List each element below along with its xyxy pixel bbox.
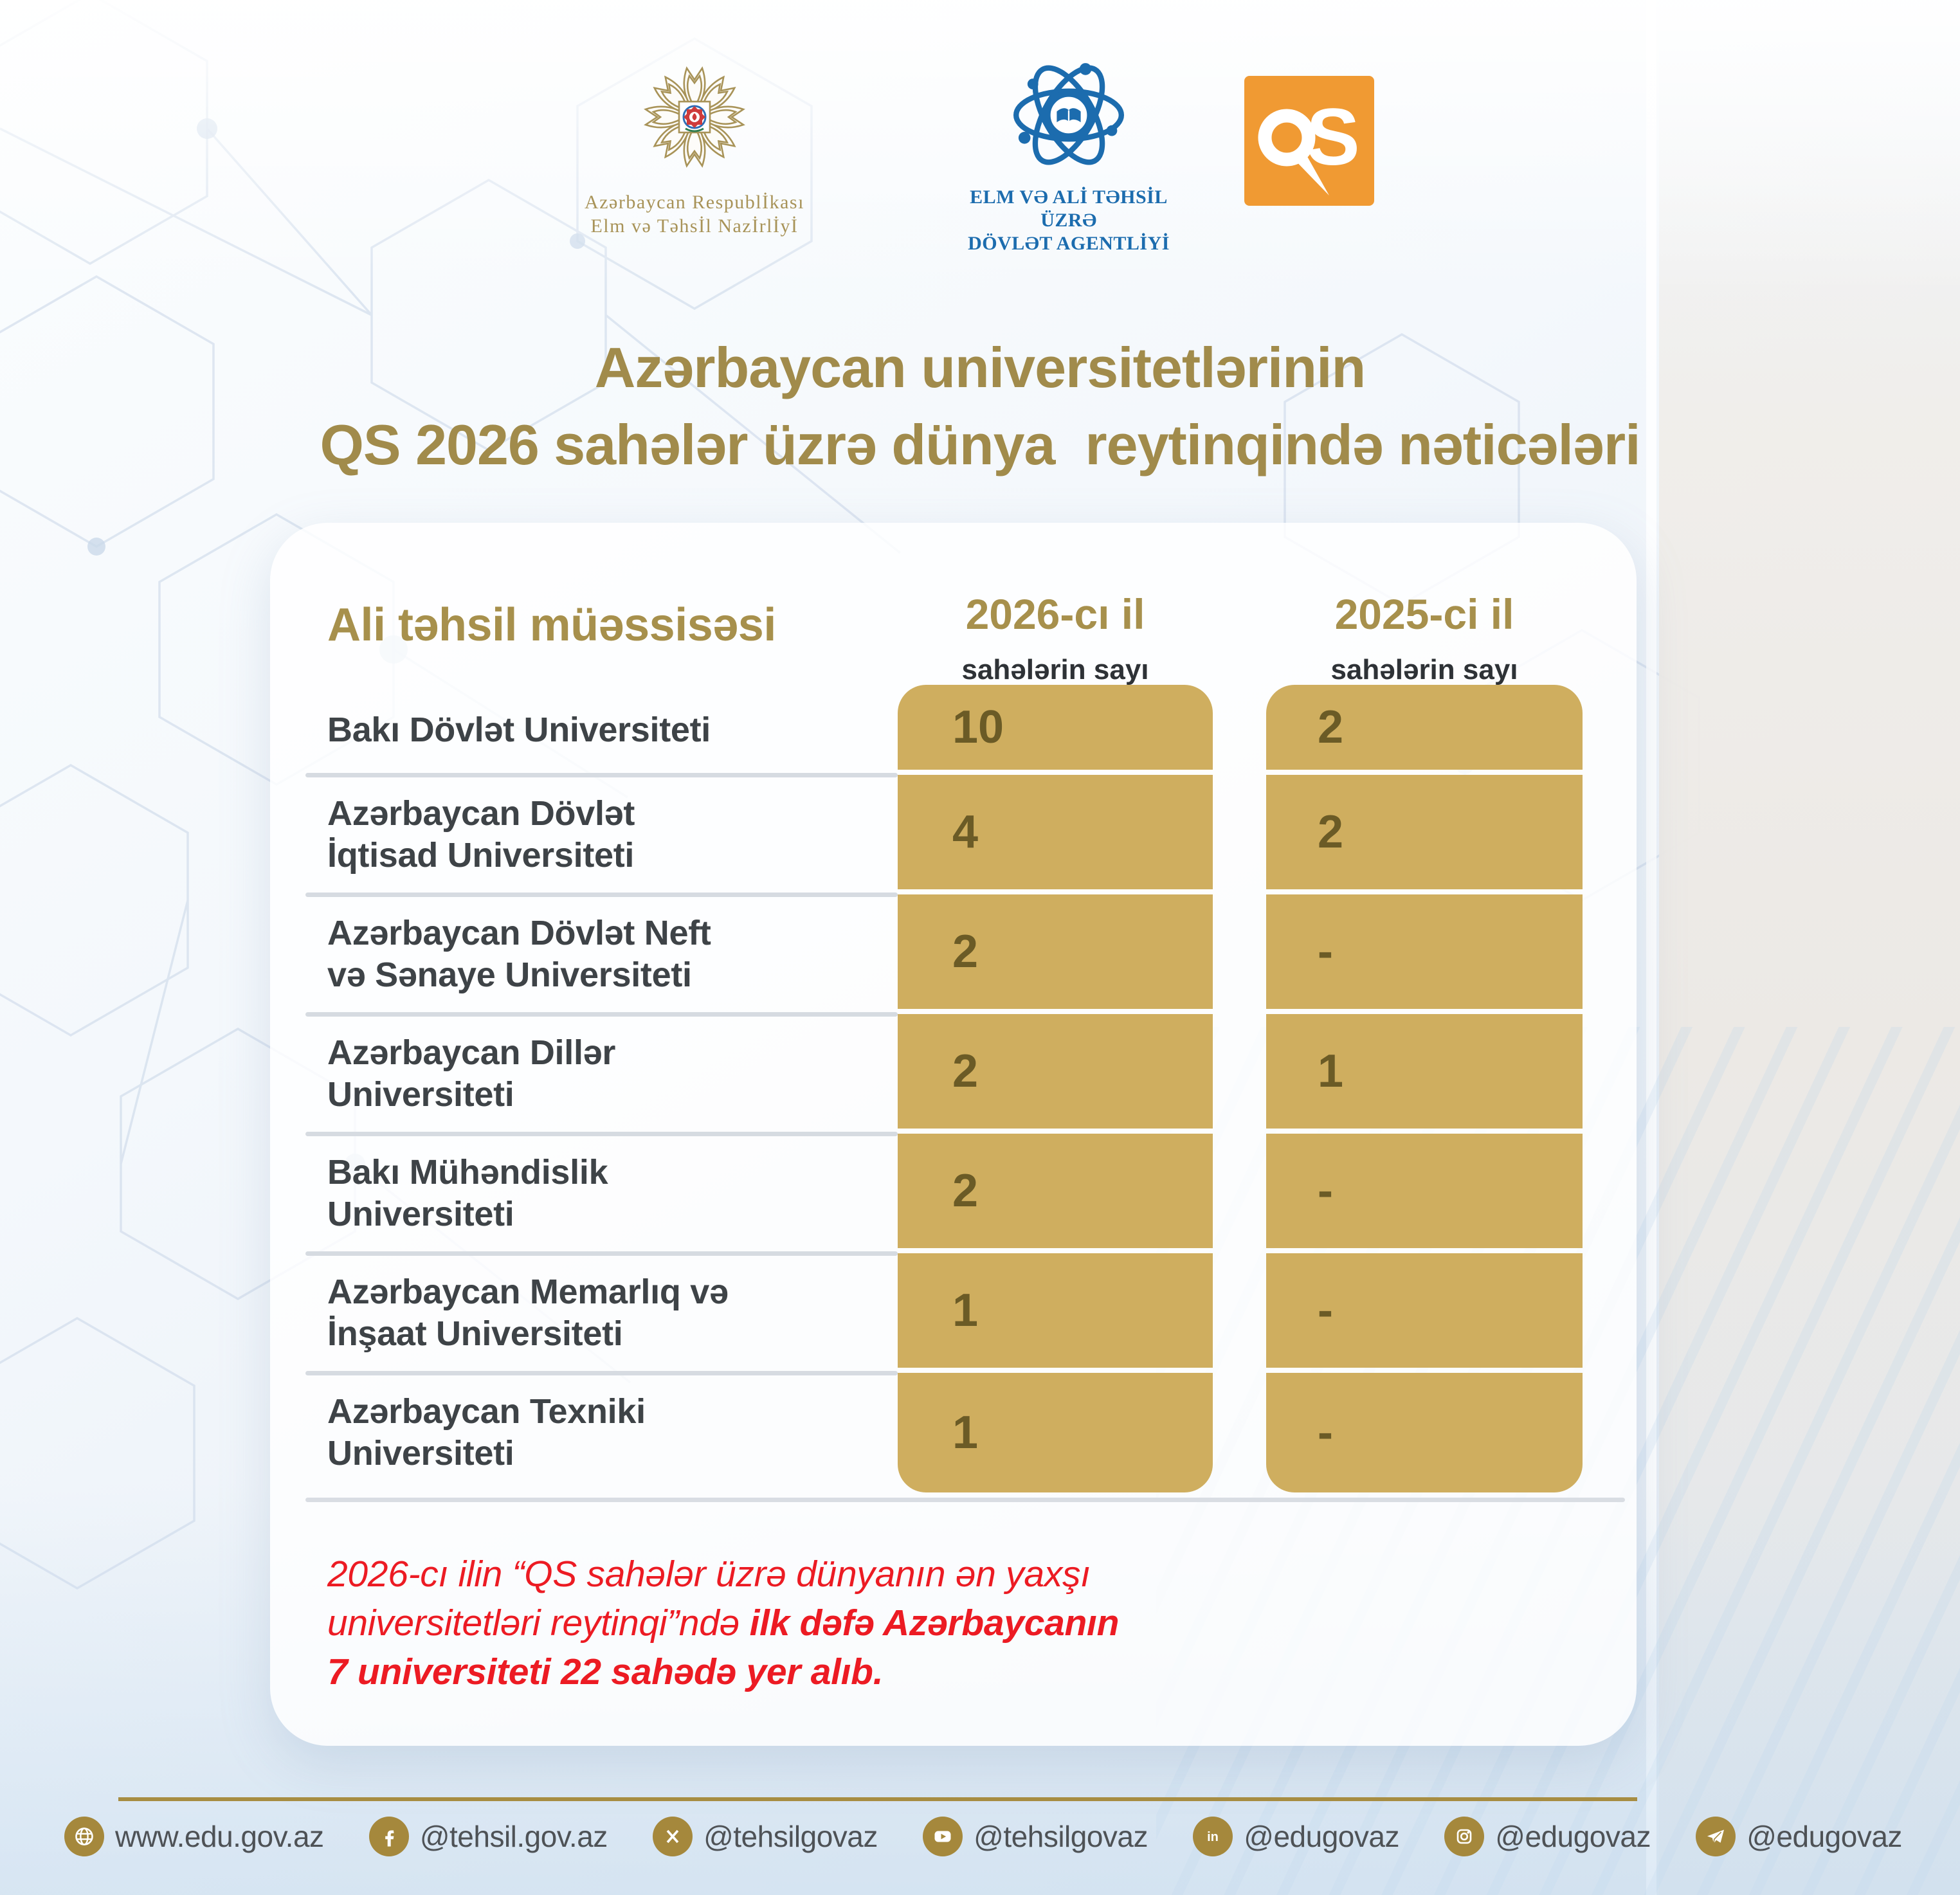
- agency-name-line1: ELM VƏ ALİ TƏHSİL ÜZRƏ: [970, 186, 1168, 231]
- note-line1: 2026-cı ilin “QS sahələr üzrə dünyanın ə…: [327, 1554, 1091, 1595]
- university-name-column: Bakı Dövlət Universiteti Azərbaycan Dövl…: [327, 685, 893, 1492]
- title-line2: QS 2026 sahələr üzrə dünya reytinqində n…: [320, 412, 1640, 476]
- footer-item-linkedin[interactable]: in @edugovaz: [1193, 1817, 1399, 1856]
- footer-item-x[interactable]: @tehsilgovaz: [653, 1817, 878, 1856]
- facebook-icon: [368, 1817, 409, 1856]
- ministry-logo: Azərbaycan Respublİkası Elm və Təhsİl Na…: [540, 53, 849, 238]
- value-cell-2026: 2: [898, 1014, 1213, 1129]
- values-column-2026: 10 4 2 2 2 1 1: [898, 685, 1213, 1492]
- column-header-institution: Ali təhsil müəssisəsi: [327, 599, 776, 651]
- svg-text:S: S: [1306, 93, 1359, 182]
- footer-divider: [118, 1797, 1637, 1801]
- table-bottom-line: [305, 1498, 1625, 1502]
- agency-atom-icon: [1013, 63, 1125, 165]
- note-line2: universitetləri reytinqi”ndə ilk dəfə Az…: [327, 1602, 1120, 1644]
- qs-logo-icon: S: [1244, 76, 1374, 206]
- value-cell-2026: 4: [898, 775, 1213, 889]
- footer-label: www.edu.gov.az: [115, 1820, 324, 1853]
- note-line3: 7 universiteti 22 sahədə yer alıb.: [327, 1651, 884, 1692]
- footer-label: @tehsil.gov.az: [419, 1820, 608, 1853]
- value-cell-2026: 1: [898, 1373, 1213, 1492]
- row-separator: [305, 1132, 898, 1136]
- university-name: Bakı Dövlət Universiteti: [327, 710, 711, 749]
- qs-logo: S: [1244, 76, 1374, 206]
- footer-label: @edugovaz: [1747, 1820, 1902, 1853]
- university-name: Azərbaycan Dövlət Neft və Sənaye Univers…: [327, 914, 711, 994]
- youtube-icon: [923, 1817, 963, 1856]
- values-column-2025: 2 2 - 1 - - -: [1266, 685, 1583, 1492]
- value-cell-2025: -: [1266, 1373, 1583, 1492]
- agency-logo: ELM VƏ ALİ TƏHSİL ÜZRƏ DÖVLƏT AGENTLİYİ: [940, 55, 1197, 255]
- row-separator: [305, 1251, 898, 1256]
- footer-item-website[interactable]: www.edu.gov.az: [64, 1817, 324, 1856]
- row-separator: [305, 893, 898, 897]
- x-icon: [653, 1817, 693, 1856]
- svg-text:in: in: [1207, 1830, 1219, 1844]
- results-card: Ali təhsil müəssisəsi 2026-cı il 2025-ci…: [270, 523, 1637, 1746]
- page-title: Azərbaycan universitetlərinin QS 2026 sa…: [0, 329, 1960, 483]
- footer-item-instagram[interactable]: @edugovaz: [1444, 1817, 1651, 1856]
- row-separator: [305, 1012, 898, 1017]
- instagram-icon: [1444, 1817, 1485, 1856]
- university-name: Azərbaycan Dillər Universiteti: [327, 1033, 616, 1114]
- value-cell-2026: 2: [898, 894, 1213, 1009]
- background-top-glow: [0, 0, 1960, 296]
- footer-label: @edugovaz: [1495, 1820, 1651, 1853]
- university-name: Azərbaycan Texniki Universiteti: [327, 1392, 646, 1473]
- university-name: Azərbaycan Memarlıq və İnşaat Universite…: [327, 1273, 729, 1353]
- highlight-note: 2026-cı ilin “QS sahələr üzrə dünyanın ə…: [327, 1550, 1472, 1696]
- background-stripe: [1646, 0, 1656, 1895]
- column-subheader-2026: sahələrin sayı: [961, 654, 1149, 685]
- value-cell-2025: 2: [1266, 685, 1583, 770]
- linkedin-icon: in: [1193, 1817, 1233, 1856]
- footer-social-bar: www.edu.gov.az @tehsil.gov.az @tehsilgov…: [64, 1813, 1902, 1860]
- row-separator: [305, 773, 898, 777]
- footer-label: @edugovaz: [1244, 1820, 1399, 1853]
- agency-name-line2: DÖVLƏT AGENTLİYİ: [968, 233, 1170, 254]
- university-name: Azərbaycan Dövlət İqtisad Universiteti: [327, 794, 635, 875]
- value-cell-2025: -: [1266, 1253, 1583, 1368]
- value-cell-2025: -: [1266, 894, 1583, 1009]
- footer-item-youtube[interactable]: @tehsilgovaz: [923, 1817, 1148, 1856]
- footer-label: @tehsilgovaz: [974, 1820, 1148, 1853]
- value-cell-2026: 10: [898, 685, 1213, 770]
- value-cell-2026: 1: [898, 1253, 1213, 1368]
- ministry-emblem-icon: [644, 67, 745, 167]
- value-cell-2026: 2: [898, 1134, 1213, 1248]
- footer-item-telegram[interactable]: @edugovaz: [1696, 1817, 1902, 1856]
- telegram-icon: [1696, 1817, 1736, 1856]
- row-separator: [305, 1371, 898, 1375]
- footer-item-facebook[interactable]: @tehsil.gov.az: [368, 1817, 608, 1856]
- title-line1: Azərbaycan universitetlərinin: [594, 336, 1366, 399]
- footer-label: @tehsilgovaz: [703, 1820, 878, 1853]
- university-name: Bakı Mühəndislik Universiteti: [327, 1153, 608, 1233]
- column-header-2025: 2025-ci il: [1334, 590, 1514, 638]
- column-subheader-2025: sahələrin sayı: [1330, 654, 1518, 685]
- value-cell-2025: -: [1266, 1134, 1583, 1248]
- value-cell-2025: 2: [1266, 775, 1583, 889]
- ministry-name-line1: Azərbaycan Respublİkası: [585, 192, 804, 213]
- ministry-name-line2: Elm və Təhsİl Nazİrlİyİ: [590, 215, 799, 237]
- value-cell-2025: 1: [1266, 1014, 1583, 1129]
- globe-icon: [64, 1817, 104, 1856]
- column-header-2026: 2026-cı il: [965, 590, 1145, 638]
